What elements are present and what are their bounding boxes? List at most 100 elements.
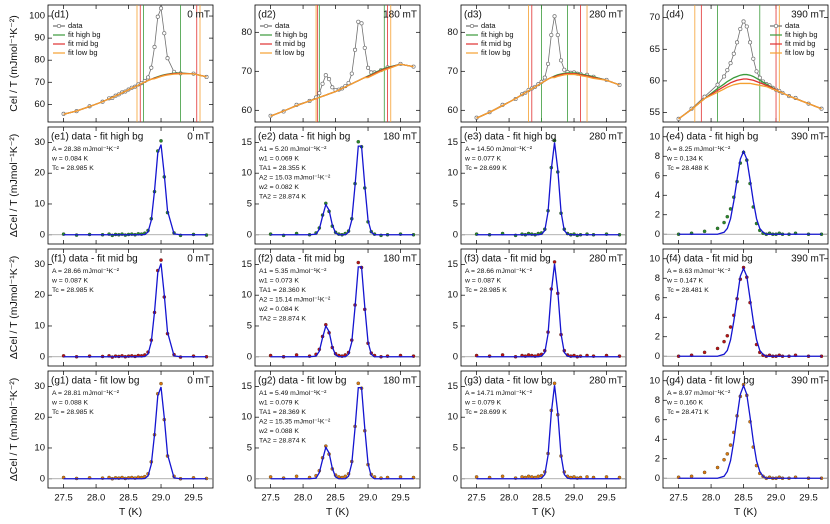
panel-title: (d1) bbox=[51, 10, 69, 21]
y-tick-label: 2 bbox=[655, 209, 660, 220]
y-tick-label: 5 bbox=[453, 442, 458, 453]
fit-parameter: A2 = 15.14 mJmol⁻¹K⁻² bbox=[259, 296, 331, 303]
legend-label: fit low bg bbox=[275, 48, 305, 57]
y-tick-label: 0 bbox=[655, 473, 660, 484]
y-tick-label: 65 bbox=[649, 44, 660, 55]
data-point bbox=[320, 81, 325, 86]
x-tick-label: 27.5 bbox=[467, 493, 486, 504]
panel-title: (e4) data - fit high bg bbox=[666, 132, 758, 143]
plot-frame bbox=[460, 248, 627, 367]
y-tick-label: 4 bbox=[655, 434, 660, 445]
legend-label: fit low bg bbox=[481, 48, 511, 57]
x-tick-label: 27.5 bbox=[669, 493, 688, 504]
y-tick-label: 15 bbox=[241, 137, 252, 148]
y-tick-label: 8 bbox=[655, 395, 660, 406]
fit-parameter: w1 = 0.079 K bbox=[258, 399, 299, 406]
data-point bbox=[162, 31, 167, 36]
fit-parameter: TA1 = 28.355 K bbox=[259, 165, 306, 172]
field-label: 0 mT bbox=[187, 132, 210, 143]
x-tick-label: 27.5 bbox=[54, 493, 73, 504]
data-point bbox=[526, 474, 531, 479]
plot-frame bbox=[662, 248, 829, 367]
y-tick-label: 6 bbox=[655, 292, 660, 303]
y-tick-label: 0 bbox=[655, 351, 660, 362]
legend-label: fit high bg bbox=[68, 30, 101, 39]
series-line bbox=[270, 386, 414, 480]
fit-parameter: TA2 = 28.874 K bbox=[259, 193, 306, 200]
data-point bbox=[702, 470, 707, 475]
fit-parameter: A2 = 15.35 mJmol⁻¹K⁻² bbox=[259, 418, 331, 425]
data-point bbox=[330, 85, 335, 90]
y-tick-label: 5 bbox=[247, 320, 252, 331]
data-point bbox=[149, 65, 154, 70]
data-point bbox=[754, 69, 759, 74]
x-axis-label: T (K) bbox=[734, 506, 757, 518]
series-line bbox=[678, 383, 822, 479]
x-tick-label: 29.5 bbox=[597, 493, 616, 504]
data-point bbox=[722, 339, 726, 344]
series-line bbox=[678, 73, 822, 120]
x-axis-label: T (K) bbox=[326, 506, 349, 518]
y-tick-label: 0 bbox=[40, 473, 45, 484]
legend-label: fit high bg bbox=[275, 30, 308, 39]
x-tick-label: 27.5 bbox=[261, 493, 280, 504]
legend-marker bbox=[773, 23, 779, 29]
data-point bbox=[542, 75, 547, 80]
data-point bbox=[728, 325, 733, 329]
data-point bbox=[702, 350, 707, 355]
data-point bbox=[158, 6, 164, 11]
x-tick-label: 28.5 bbox=[119, 493, 138, 504]
fit-parameter: w2 = 0.084 K bbox=[258, 306, 299, 313]
plot-frame bbox=[460, 126, 627, 245]
legend-label: fit mid bg bbox=[481, 39, 511, 48]
fit-parameter: A = 8.97 mJmol⁻¹K⁻² bbox=[667, 390, 731, 397]
legend-marker bbox=[263, 23, 269, 29]
plot-frame bbox=[254, 126, 421, 245]
data-point bbox=[526, 353, 531, 357]
x-tick-label: 29.5 bbox=[184, 493, 203, 504]
field-label: 0 mT bbox=[187, 254, 210, 265]
y-tick-label: 15 bbox=[447, 381, 458, 392]
fit-parameter: A = 28.81 mJmol⁻¹K⁻² bbox=[52, 390, 120, 397]
data-point bbox=[145, 75, 151, 80]
data-point bbox=[725, 214, 730, 219]
panel-title: (d3) bbox=[464, 10, 482, 21]
plot-frame bbox=[662, 126, 829, 245]
plot-frame bbox=[662, 4, 829, 123]
data-point bbox=[558, 58, 564, 63]
plot-frame bbox=[460, 370, 627, 489]
data-point bbox=[725, 68, 730, 73]
y-tick-label: 0 bbox=[247, 473, 252, 484]
data-point bbox=[500, 474, 505, 479]
fit-parameter: A1 = 5.35 mJmol⁻¹K⁻² bbox=[259, 268, 327, 275]
series-line bbox=[63, 386, 207, 480]
data-point bbox=[555, 32, 560, 38]
y-tick-label: 60 bbox=[34, 99, 45, 110]
data-point bbox=[500, 353, 505, 357]
plot-frame bbox=[47, 126, 214, 245]
series-line bbox=[476, 72, 620, 119]
data-point bbox=[323, 73, 328, 78]
panel-title: (d4) bbox=[666, 10, 684, 21]
legend-label: fit mid bg bbox=[275, 39, 305, 48]
y-tick-label: 20 bbox=[34, 412, 45, 423]
plot-frame bbox=[662, 370, 829, 489]
data-point bbox=[327, 77, 332, 82]
y-tick-label: 6 bbox=[655, 414, 660, 425]
fit-parameter: A1 = 5.49 mJmol⁻¹K⁻² bbox=[259, 390, 327, 397]
fit-parameter: A = 8.63 mJmol⁻¹K⁻² bbox=[667, 268, 731, 275]
y-tick-label: 5 bbox=[453, 198, 458, 209]
series-line bbox=[678, 266, 822, 357]
y-axis-label: ΔCel / T (mJmol⁻¹K⁻²) bbox=[8, 256, 20, 359]
fit-parameter: Tc = 28.985 K bbox=[52, 409, 94, 416]
panel-title: (g2) data - fit low bg bbox=[258, 376, 346, 387]
x-tick-label: 29.0 bbox=[565, 493, 584, 504]
data-point bbox=[725, 452, 730, 456]
y-tick-label: 15 bbox=[241, 381, 252, 392]
y-tick-label: 5 bbox=[247, 442, 252, 453]
series-line bbox=[63, 144, 207, 236]
y-tick-label: 15 bbox=[447, 259, 458, 270]
fit-parameter: A1 = 5.20 mJmol⁻¹K⁻² bbox=[259, 146, 327, 153]
data-point bbox=[155, 14, 160, 19]
y-tick-label: 2 bbox=[655, 453, 660, 464]
